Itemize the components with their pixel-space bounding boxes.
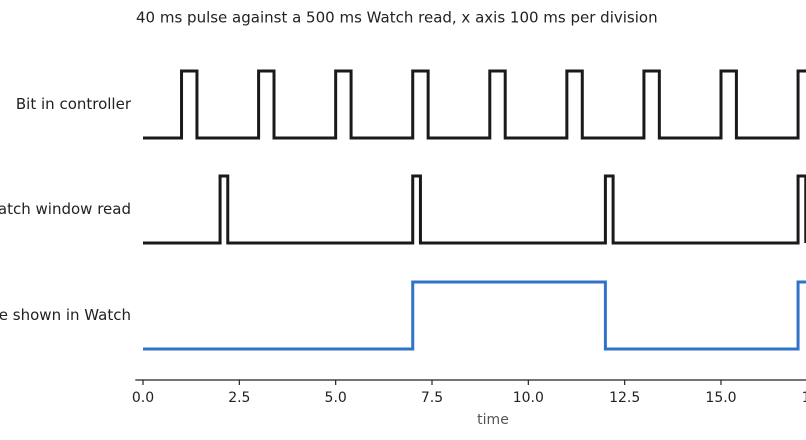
x-tick-label: 17.5 [802,390,806,406]
x-tick-label: 10.0 [513,390,544,406]
row-label: Watch window read [0,200,131,218]
x-axis-label: time [477,412,509,428]
row-label: Bit in controller [16,95,132,113]
row-label: Value shown in Watch [0,306,131,324]
x-tick-label: 15.0 [705,390,736,406]
step-line [143,280,806,351]
x-tick-label: 12.5 [609,390,640,406]
x-tick-label: 5.0 [325,390,347,406]
chart-title: 40 ms pulse against a 500 ms Watch read,… [136,9,658,27]
x-tick-label: 0.0 [132,390,154,406]
step-line [143,69,806,140]
x-tick-label: 2.5 [228,390,250,406]
step-line [143,174,806,245]
x-tick-label: 7.5 [421,390,443,406]
